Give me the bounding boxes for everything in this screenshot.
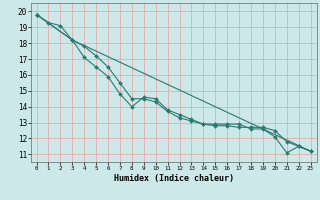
X-axis label: Humidex (Indice chaleur): Humidex (Indice chaleur) — [114, 174, 234, 183]
